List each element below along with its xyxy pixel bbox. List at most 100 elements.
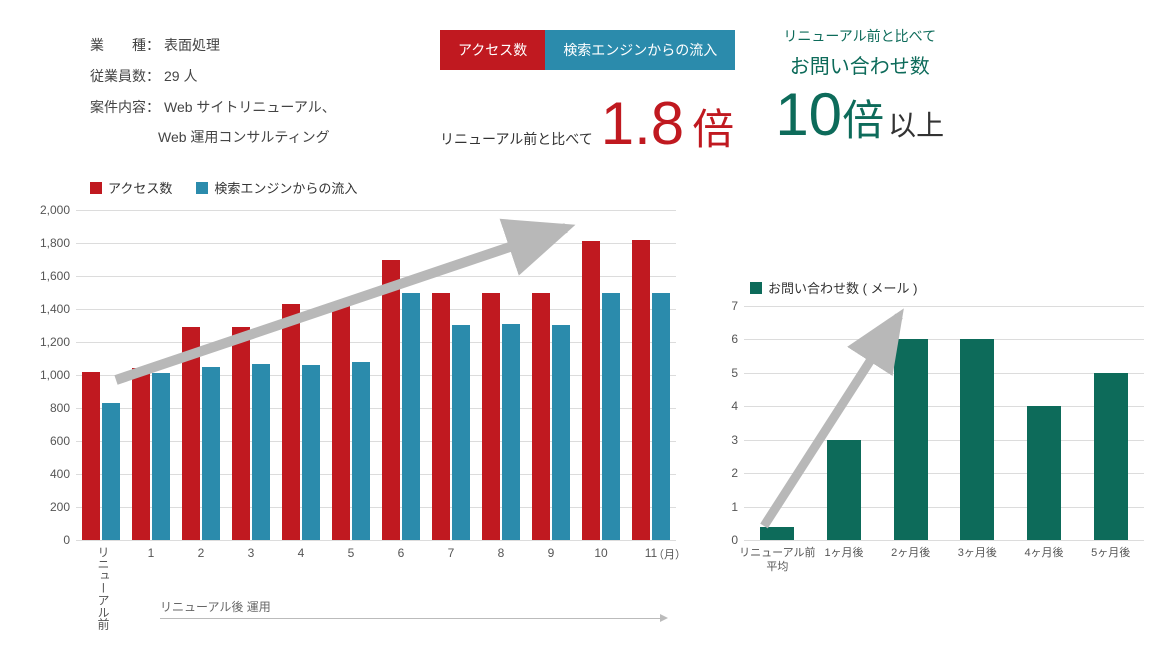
- chart1-y-tick: 1,600: [40, 269, 76, 283]
- chart2-gridline: [744, 440, 1144, 441]
- chart1-x-label: 7: [448, 540, 455, 560]
- industry-value: 表面処理: [164, 30, 220, 61]
- chart1-y-tick: 600: [50, 434, 76, 448]
- pill-access: アクセス数: [440, 30, 545, 70]
- chart1-x-label: 1: [148, 540, 155, 560]
- chart1-bar-search: [552, 325, 570, 540]
- chart1-month-unit: （月）: [653, 540, 686, 562]
- chart2-bar: [1027, 406, 1061, 540]
- access-multiplier: 1.8: [601, 94, 684, 154]
- project-label: 案件内容：: [90, 92, 160, 123]
- chart2-gridline: [744, 306, 1144, 307]
- chart1-y-tick: 1,400: [40, 302, 76, 316]
- access-metric: アクセス数 検索エンジンからの流入 リニューアル前と比べて 1.8 倍: [440, 30, 735, 157]
- chart2-y-tick: 4: [731, 399, 744, 413]
- chart2-bar: [760, 527, 794, 540]
- chart1-x-label: 5: [348, 540, 355, 560]
- chart2-bar: [1094, 373, 1128, 540]
- chart2-x-label: 2ヶ月後: [891, 540, 930, 560]
- chart1-bar-access: [532, 293, 550, 541]
- chart1-plot: 02004006008001,0001,2001,4001,6001,8002,…: [76, 210, 676, 540]
- chart1-x-label: 3: [248, 540, 255, 560]
- inquiry-unit: 倍: [842, 87, 884, 148]
- chart1-x-label: 9: [548, 540, 555, 560]
- chart1-bar-access: [182, 327, 200, 540]
- header-metrics: アクセス数 検索エンジンからの流入 リニューアル前と比べて 1.8 倍 リニュー…: [440, 30, 944, 157]
- project-value-1: Web サイトリニューアル、: [164, 92, 336, 123]
- renewal-after-arrow-head: [660, 614, 668, 622]
- chart-inquiry: 01234567リニューアル前 平均1ヶ月後2ヶ月後3ヶ月後4ヶ月後5ヶ月後: [720, 296, 1150, 618]
- chart1-y-tick: 1,200: [40, 335, 76, 349]
- inquiry-metric: リニューアル前と比べて お問い合わせ数 10 倍 以上: [775, 26, 944, 148]
- chart1-bar-search: [452, 325, 470, 540]
- chart2-bar: [960, 339, 994, 540]
- chart2-y-tick: 1: [731, 500, 744, 514]
- legend-swatch-inquiry: [750, 282, 762, 294]
- pill-row: アクセス数 検索エンジンからの流入: [440, 30, 735, 70]
- chart2-y-tick: 3: [731, 433, 744, 447]
- chart1-bar-access: [132, 368, 150, 540]
- chart1-x-label: 6: [398, 540, 405, 560]
- info-project: 案件内容： Web サイトリニューアル、: [90, 92, 336, 123]
- chart2-gridline: [744, 339, 1144, 340]
- info-employees: 従業員数： 29 人: [90, 61, 336, 92]
- legend-swatch-access: [90, 182, 102, 194]
- chart1-bar-search: [102, 403, 120, 540]
- chart1-bar-search: [302, 365, 320, 540]
- employees-label: 従業員数：: [90, 61, 160, 92]
- chart1-x-label: 4: [298, 540, 305, 560]
- chart1-gridline: [76, 210, 676, 211]
- chart1-y-tick: 200: [50, 500, 76, 514]
- inquiry-multiplier: 10: [775, 85, 842, 145]
- chart2-trend-arrow: [744, 306, 1144, 540]
- legend-swatch-search: [196, 182, 208, 194]
- access-compare-text: リニューアル前と比べて: [440, 129, 593, 149]
- chart1-bar-access: [82, 372, 100, 540]
- chart-access: 02004006008001,0001,2001,4001,6001,8002,…: [20, 200, 700, 620]
- chart2-gridline: [744, 473, 1144, 474]
- chart2-bar: [894, 339, 928, 540]
- chart1-bar-access: [232, 327, 250, 540]
- info-industry: 業 種： 表面処理: [90, 30, 336, 61]
- company-info: 業 種： 表面処理 従業員数： 29 人 案件内容： Web サイトリニューアル…: [90, 30, 336, 153]
- legend-access-label: アクセス数: [108, 178, 172, 197]
- chart1-bar-search: [252, 364, 270, 540]
- chart1-y-tick: 800: [50, 401, 76, 415]
- chart2-y-tick: 2: [731, 466, 744, 480]
- legend-access: アクセス数: [90, 178, 172, 197]
- chart1-bar-search: [402, 293, 420, 541]
- chart2-legend: お問い合わせ数 ( メール ): [750, 278, 918, 297]
- chart1-y-tick: 2,000: [40, 203, 76, 217]
- employees-value: 29 人: [164, 61, 197, 92]
- chart1-bar-access: [632, 240, 650, 540]
- inquiry-label: お問い合わせ数: [790, 50, 930, 79]
- chart1-bar-search: [502, 324, 520, 540]
- chart1-gridline: [76, 540, 676, 541]
- pill-search: 検索エンジンからの流入: [545, 30, 735, 70]
- chart1-x-label: 8: [498, 540, 505, 560]
- chart2-y-tick: 7: [731, 299, 744, 313]
- chart2-y-tick: 6: [731, 332, 744, 346]
- chart1-bar-access: [582, 241, 600, 540]
- chart1-bar-search: [202, 367, 220, 540]
- legend-search-label: 検索エンジンからの流入: [214, 178, 357, 197]
- chart2-x-label: 3ヶ月後: [958, 540, 997, 560]
- chart2-x-label: 1ヶ月後: [824, 540, 863, 560]
- chart1-legend: アクセス数 検索エンジンからの流入: [90, 178, 357, 197]
- renewal-after-label: リニューアル後 運用: [160, 598, 271, 615]
- chart1-bar-search: [352, 362, 370, 540]
- chart1-bar-access: [432, 293, 450, 541]
- chart1-y-tick: 1,800: [40, 236, 76, 250]
- chart1-y-tick: 400: [50, 467, 76, 481]
- chart1-bar-access: [482, 293, 500, 541]
- project-value-2: Web 運用コンサルティング: [158, 122, 330, 153]
- chart1-bar-search: [152, 373, 170, 540]
- chart1-y-tick: 0: [63, 533, 76, 547]
- chart1-bar-access: [282, 304, 300, 540]
- chart2-x-label: 4ヶ月後: [1024, 540, 1063, 560]
- legend-inquiry-label: お問い合わせ数 ( メール ): [768, 278, 918, 297]
- chart1-bar-access: [332, 304, 350, 540]
- chart2-gridline: [744, 373, 1144, 374]
- chart2-y-tick: 5: [731, 366, 744, 380]
- chart1-bar-access: [382, 260, 400, 541]
